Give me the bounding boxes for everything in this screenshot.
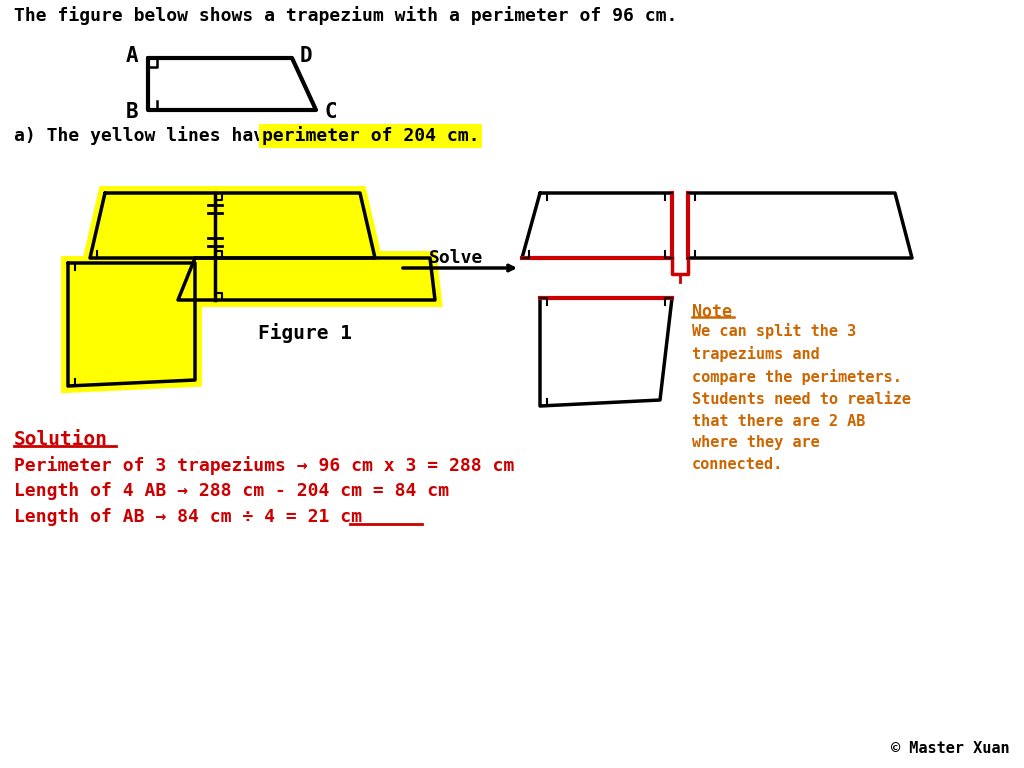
Text: A: A: [126, 46, 138, 66]
Polygon shape: [90, 193, 375, 258]
Text: Length of AB → 84 cm ÷ 4 = 21 cm: Length of AB → 84 cm ÷ 4 = 21 cm: [14, 508, 362, 526]
Text: B: B: [126, 102, 138, 122]
Text: Figure 1: Figure 1: [258, 323, 352, 343]
Text: Perimeter of 3 trapeziums → 96 cm x 3 = 288 cm: Perimeter of 3 trapeziums → 96 cm x 3 = …: [14, 456, 514, 475]
Text: C: C: [325, 102, 337, 122]
Text: a) The yellow lines have a: a) The yellow lines have a: [14, 127, 307, 145]
Polygon shape: [68, 263, 195, 386]
Text: Solve: Solve: [429, 249, 483, 267]
Polygon shape: [178, 258, 435, 300]
Text: We can split the 3
trapeziums and
compare the perimeters.
Students need to reali: We can split the 3 trapeziums and compar…: [692, 323, 911, 472]
Text: Note: Note: [692, 303, 732, 321]
Text: D: D: [300, 46, 312, 66]
Text: © Master Xuan: © Master Xuan: [891, 741, 1010, 756]
Text: Solution: Solution: [14, 430, 108, 449]
Text: The figure below shows a trapezium with a perimeter of 96 cm.: The figure below shows a trapezium with …: [14, 6, 677, 25]
Text: perimeter of 204 cm.: perimeter of 204 cm.: [262, 127, 479, 145]
Text: Length of 4 AB → 288 cm - 204 cm = 84 cm: Length of 4 AB → 288 cm - 204 cm = 84 cm: [14, 482, 449, 500]
